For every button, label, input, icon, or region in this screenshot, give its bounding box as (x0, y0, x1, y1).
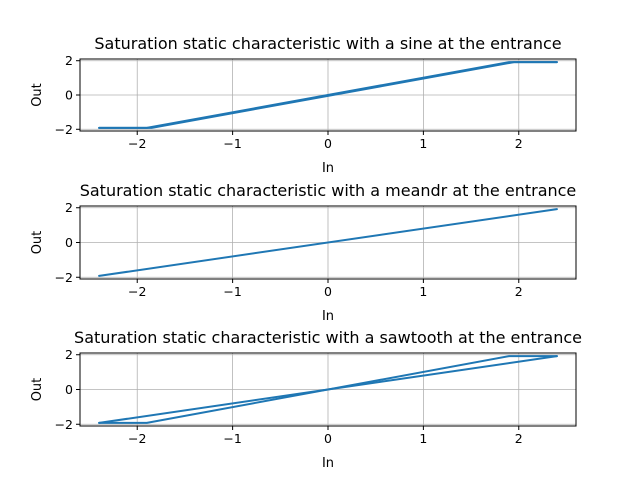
x-tick-label: 1 (419, 284, 427, 299)
y-tick-label: −2 (55, 417, 73, 432)
chart-title: Saturation static characteristic with a … (74, 328, 582, 347)
chart-title: Saturation static characteristic with a … (80, 181, 577, 200)
x-tick-label: −2 (128, 136, 146, 151)
series-line (98, 208, 558, 277)
x-tick-label: 0 (324, 284, 332, 299)
x-tick-label: 2 (515, 431, 523, 446)
y-axis-label: Out (30, 378, 45, 402)
y-axis-label: Out (30, 83, 45, 107)
subplot-1: −2 −1 0 1 2 −2 0 2 Saturation static characteris… (30, 34, 577, 176)
y-tick-label: 0 (65, 382, 73, 397)
y-tick-label: 2 (65, 53, 73, 68)
x-axis-label: In (322, 309, 334, 324)
series-line (98, 61, 558, 129)
y-tick-label: 2 (65, 347, 73, 362)
x-tick-label: −2 (128, 284, 146, 299)
y-tick-label: −2 (55, 122, 73, 137)
x-tick-label: 2 (515, 136, 523, 151)
y-axis-label: Out (30, 231, 45, 255)
x-axis-label: In (322, 161, 334, 176)
chart-title: Saturation static characteristic with a … (94, 34, 561, 53)
series-line (98, 355, 558, 424)
y-tick-label: 0 (65, 88, 73, 103)
x-tick-label: −1 (223, 284, 241, 299)
x-tick-label: −1 (223, 136, 241, 151)
x-tick-label: 1 (419, 136, 427, 151)
x-tick-label: 0 (324, 136, 332, 151)
x-tick-label: 1 (419, 431, 427, 446)
y-tick-label: −2 (55, 270, 73, 285)
x-axis-label: In (322, 456, 334, 471)
y-tick-label: 2 (65, 200, 73, 215)
y-tick-label: 0 (65, 235, 73, 250)
x-tick-label: −2 (128, 431, 146, 446)
x-tick-label: 2 (515, 284, 523, 299)
subplot-2: −2 −1 0 1 2 −2 0 2 Saturation static characteris… (30, 181, 577, 324)
x-tick-label: −1 (223, 431, 241, 446)
x-tick-label: 0 (324, 431, 332, 446)
